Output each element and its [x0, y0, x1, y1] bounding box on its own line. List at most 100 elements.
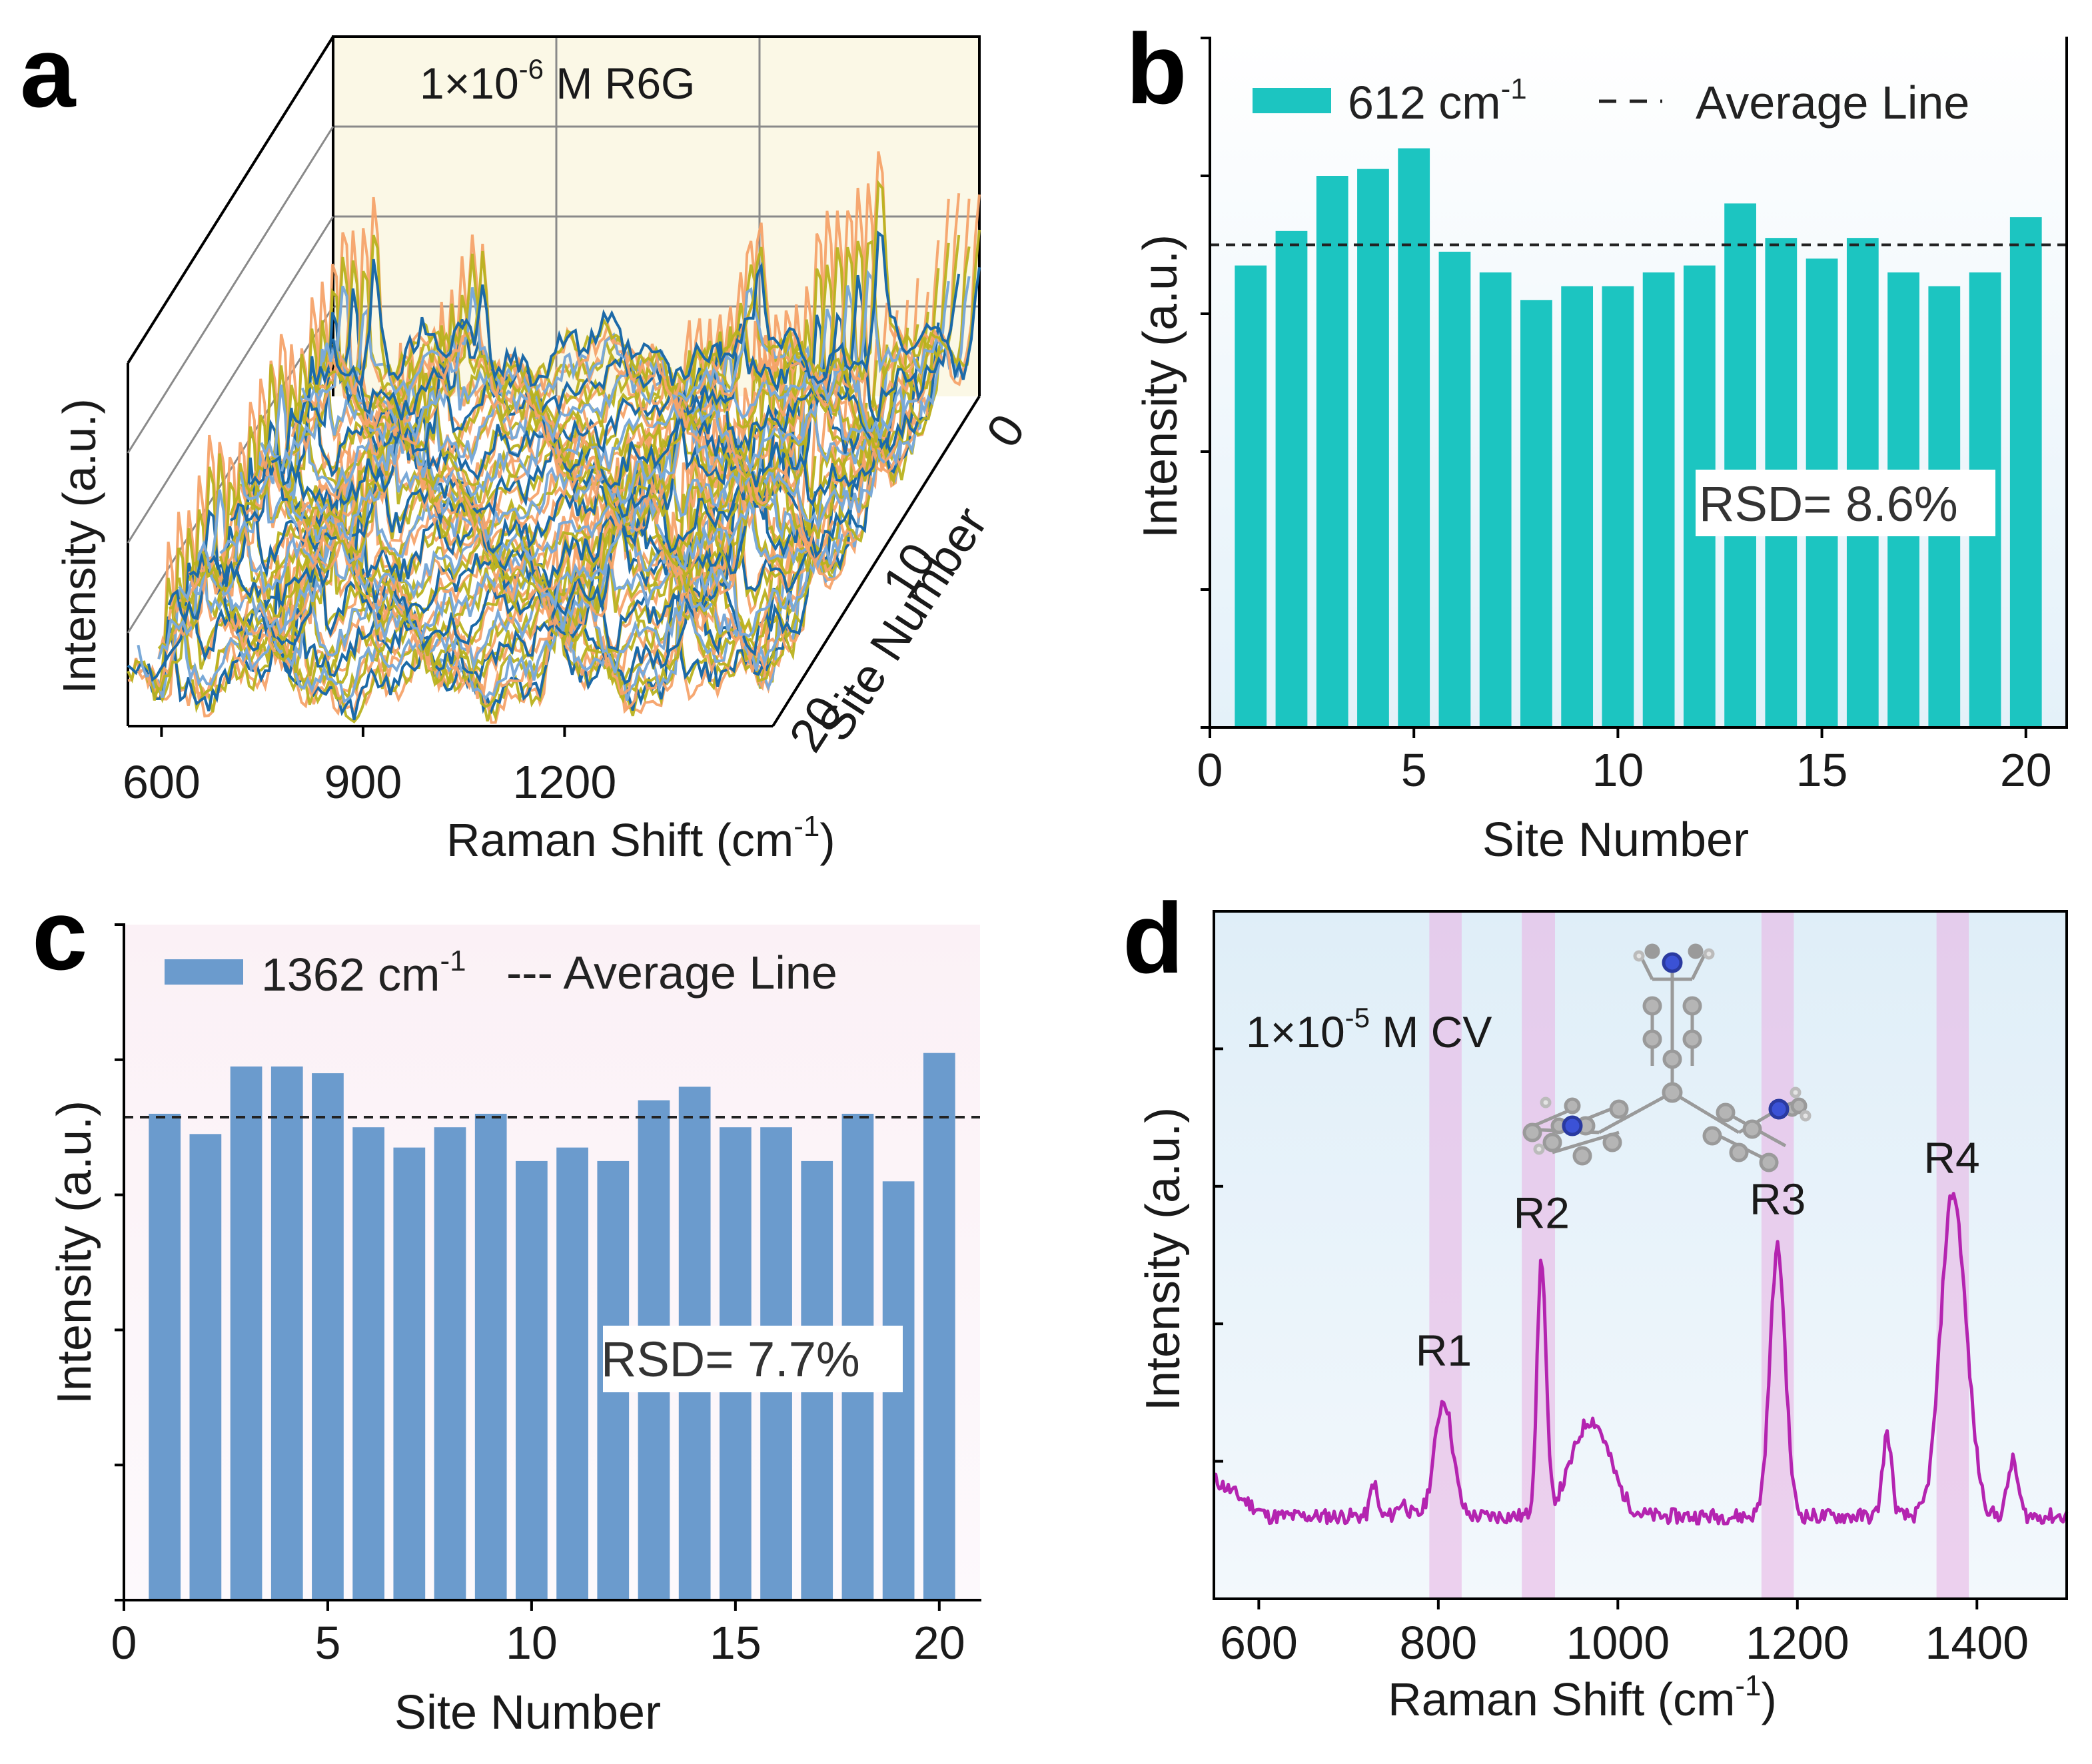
bar-site-7	[1479, 272, 1512, 727]
panel-label-d: d	[1123, 882, 1184, 994]
x-tick-label: 600	[1220, 1617, 1298, 1669]
grid-side	[127, 126, 334, 454]
bar-site-10	[516, 1160, 548, 1600]
spectrum-site-1	[321, 239, 971, 412]
x-axis-ticks-a: 600 900 1200	[123, 726, 616, 808]
peak-labels-d: R1 R2 R3 R4	[1416, 1133, 1980, 1375]
peak-label-r2: R2	[1514, 1188, 1570, 1238]
x-axis-title-b: Site Number	[1482, 813, 1749, 867]
bar-site-1	[149, 1113, 181, 1600]
y-axis-title-a: Intensity (a.u.)	[53, 398, 105, 694]
concentration-annotation-d: 1×10-5 M CV	[1246, 1002, 1492, 1057]
plot-area-c	[124, 925, 980, 1600]
x-tick-label: 800	[1399, 1617, 1477, 1669]
legend-label-b: 612 cm-1	[1348, 73, 1527, 129]
rsd-label-b: RSD= 8.6%	[1699, 476, 1958, 532]
bar-site-1	[1235, 265, 1267, 727]
bar-site-20	[2009, 217, 2042, 728]
bar-site-11	[556, 1147, 588, 1600]
bar-site-6	[1438, 251, 1471, 728]
rsd-label-c: RSD= 7.7%	[601, 1332, 860, 1387]
peak-label-r1: R1	[1416, 1326, 1472, 1375]
y-axis-title-b: Intensity (a.u.)	[1134, 234, 1187, 538]
x-tick-label: 20	[2000, 744, 2052, 796]
bar-site-8	[1520, 300, 1552, 727]
rsd-box-c	[603, 1326, 903, 1392]
cv-spectrum-line	[1212, 1192, 2069, 1526]
spectrum-site-0	[332, 230, 981, 389]
bar-site-7	[393, 1147, 426, 1600]
x-tick-label: 1400	[1925, 1617, 2029, 1669]
x-tick-label: 1000	[1566, 1617, 1670, 1669]
axes-d: 600 800 1000 1200 1400	[1213, 910, 2068, 1669]
bar-site-5	[1398, 148, 1430, 728]
highlight-band-4	[1936, 911, 1969, 1599]
bar-site-10	[1602, 286, 1634, 728]
bar-site-4	[270, 1066, 303, 1600]
x-tick-label: 10	[1592, 744, 1644, 796]
peak-label-r3: R3	[1750, 1174, 1806, 1224]
x-tick-label: 900	[324, 756, 402, 808]
x-tick-label: 0	[111, 1617, 137, 1669]
bar-site-9	[474, 1113, 507, 1600]
axes-c: 0 5 10 15 20	[111, 923, 981, 1669]
x-tick-label: 600	[123, 756, 201, 808]
bar-site-20	[923, 1053, 955, 1600]
x-tick-label: 5	[314, 1617, 340, 1669]
grid-side	[127, 306, 334, 634]
y-axis-title-c: Intensity (a.u.)	[48, 1101, 101, 1404]
x-tick-label: 1200	[1746, 1617, 1849, 1669]
axes-frame	[1213, 910, 2068, 1600]
y-axis-title-d: Intensity (a.u.)	[1137, 1107, 1190, 1411]
side-wall-grid	[127, 126, 334, 634]
bar-site-5	[312, 1073, 344, 1600]
legend-swatch-b	[1253, 88, 1331, 113]
bar-site-9	[1561, 286, 1594, 728]
axes-b: 0 5 10 15 20	[1197, 37, 2068, 796]
panel-label-b: b	[1126, 13, 1187, 125]
spectrum-site-5	[280, 264, 929, 479]
x-axis-title-a: Raman Shift (cm-1)	[446, 810, 835, 866]
cv-molecule-icon	[1522, 943, 1812, 1172]
bar-site-2	[189, 1134, 222, 1600]
panel-b: b 0 5 10 15 20 612 cm-1 Average Line RSD= 8.…	[1126, 13, 2068, 867]
x-tick-label: 1200	[513, 756, 617, 808]
highlight-band-1	[1429, 911, 1462, 1599]
panel-c: c 0 5 10 15 20 1362 cm-1 --- Average Line RS…	[32, 879, 981, 1739]
x-tick-label: 5	[1401, 744, 1427, 796]
legend-average-c: --- Average Line	[506, 947, 837, 999]
x-axis-title-c: Site Number	[394, 1686, 661, 1739]
bar-site-2	[1275, 230, 1308, 727]
bar-site-3	[1316, 176, 1348, 727]
panel-label-c: c	[32, 879, 87, 991]
peak-bands-d	[1429, 911, 1969, 1599]
x-tick-label: 20	[913, 1617, 965, 1669]
x-axis-title-d: Raman Shift (cm-1)	[1388, 1669, 1777, 1725]
grid-side	[127, 216, 334, 544]
bar-site-3	[230, 1066, 262, 1600]
peak-label-r4: R4	[1923, 1133, 1979, 1182]
spectrum-site-9	[239, 364, 889, 544]
legend-swatch-c	[165, 959, 243, 985]
rsd-box-b	[1696, 470, 1995, 536]
panel-d: d R1 R2 R3 R4 600 800 1000 1200 1400 1×10-5 M C…	[1123, 882, 2069, 1725]
waterfall-spectra	[127, 151, 981, 724]
bar-site-11	[1642, 272, 1675, 727]
legend-average-b: Average Line	[1696, 77, 1969, 129]
z-tick-label: 0	[976, 405, 1035, 456]
plot-area-d	[1214, 911, 2067, 1599]
x-tick-label: 15	[710, 1617, 762, 1669]
bar-site-6	[352, 1127, 385, 1600]
highlight-band-2	[1522, 911, 1555, 1599]
bar-site-8	[434, 1127, 466, 1600]
bar-site-4	[1357, 169, 1389, 727]
x-tick-label: 10	[506, 1617, 558, 1669]
plot-area-b	[1210, 38, 2067, 727]
legend-label-c: 1362 cm-1	[261, 945, 466, 1001]
panel-label-a: a	[20, 16, 77, 128]
bar-site-13	[1724, 203, 1756, 727]
x-tick-label: 0	[1197, 744, 1223, 796]
x-tick-label: 15	[1796, 744, 1848, 796]
